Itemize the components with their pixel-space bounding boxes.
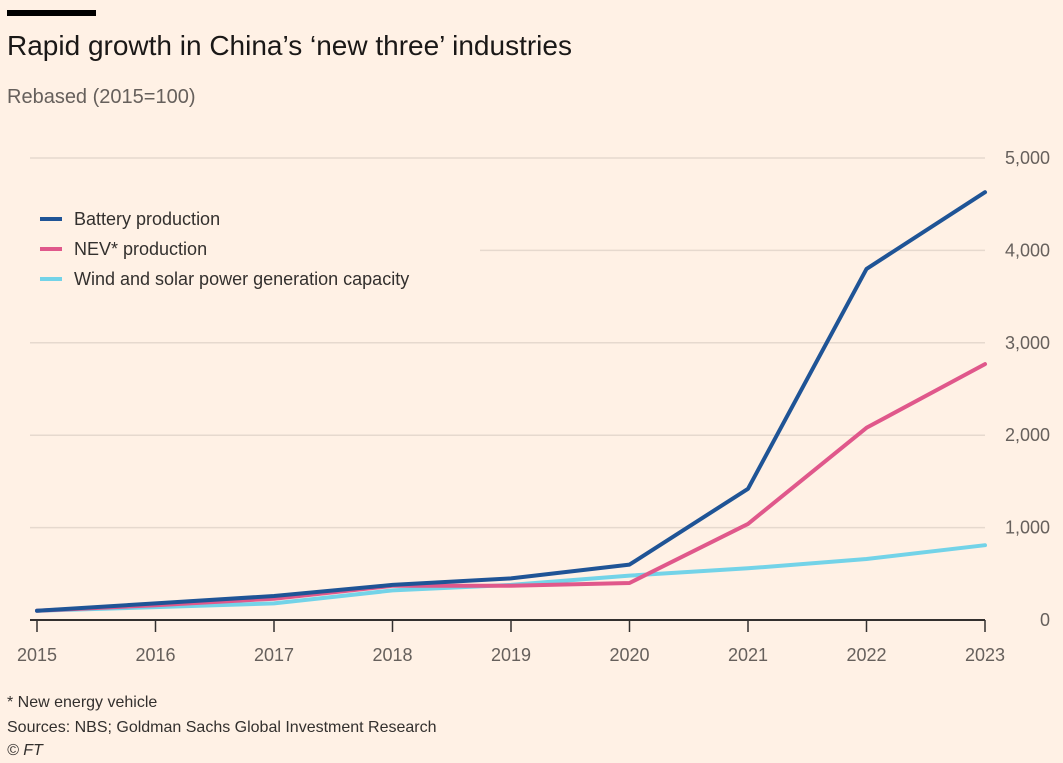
x-tick-label: 2022 xyxy=(846,645,886,665)
series-line-0 xyxy=(35,190,987,613)
legend-label: NEV* production xyxy=(74,239,207,259)
x-tick-label: 2017 xyxy=(254,645,294,665)
chart-title: Rapid growth in China’s ‘new three’ indu… xyxy=(7,30,572,61)
y-tick-label: 3,000 xyxy=(1005,333,1050,353)
x-tick-label: 2021 xyxy=(728,645,768,665)
footnote: * New energy vehicle xyxy=(7,694,158,711)
ft-top-bar xyxy=(7,10,96,16)
x-tick-label: 2019 xyxy=(491,645,531,665)
series-line-1 xyxy=(35,362,987,613)
y-tick-label: 5,000 xyxy=(1005,148,1050,168)
x-tick-label: 2016 xyxy=(135,645,175,665)
y-tick-label: 4,000 xyxy=(1005,240,1050,260)
legend-label: Wind and solar power generation capacity xyxy=(74,269,409,289)
copyright: © FT xyxy=(7,742,43,759)
y-tick-label: 0 xyxy=(1040,610,1050,630)
line-chart: 0 1,000 2,000 3,000 4,000 5,000 2015 2016 2017 20… xyxy=(17,148,1050,665)
x-tick-label: 2018 xyxy=(372,645,412,665)
x-tick-label: 2020 xyxy=(609,645,649,665)
y-tick-label: 2,000 xyxy=(1005,425,1050,445)
x-tick-label: 2015 xyxy=(17,645,57,665)
legend-background xyxy=(30,195,480,295)
legend-label: Battery production xyxy=(74,209,220,229)
sources: Sources: NBS; Goldman Sachs Global Inves… xyxy=(7,719,437,736)
chart-subtitle: Rebased (2015=100) xyxy=(7,86,196,108)
y-tick-label: 1,000 xyxy=(1005,518,1050,538)
x-tick-label: 2023 xyxy=(965,645,1005,665)
